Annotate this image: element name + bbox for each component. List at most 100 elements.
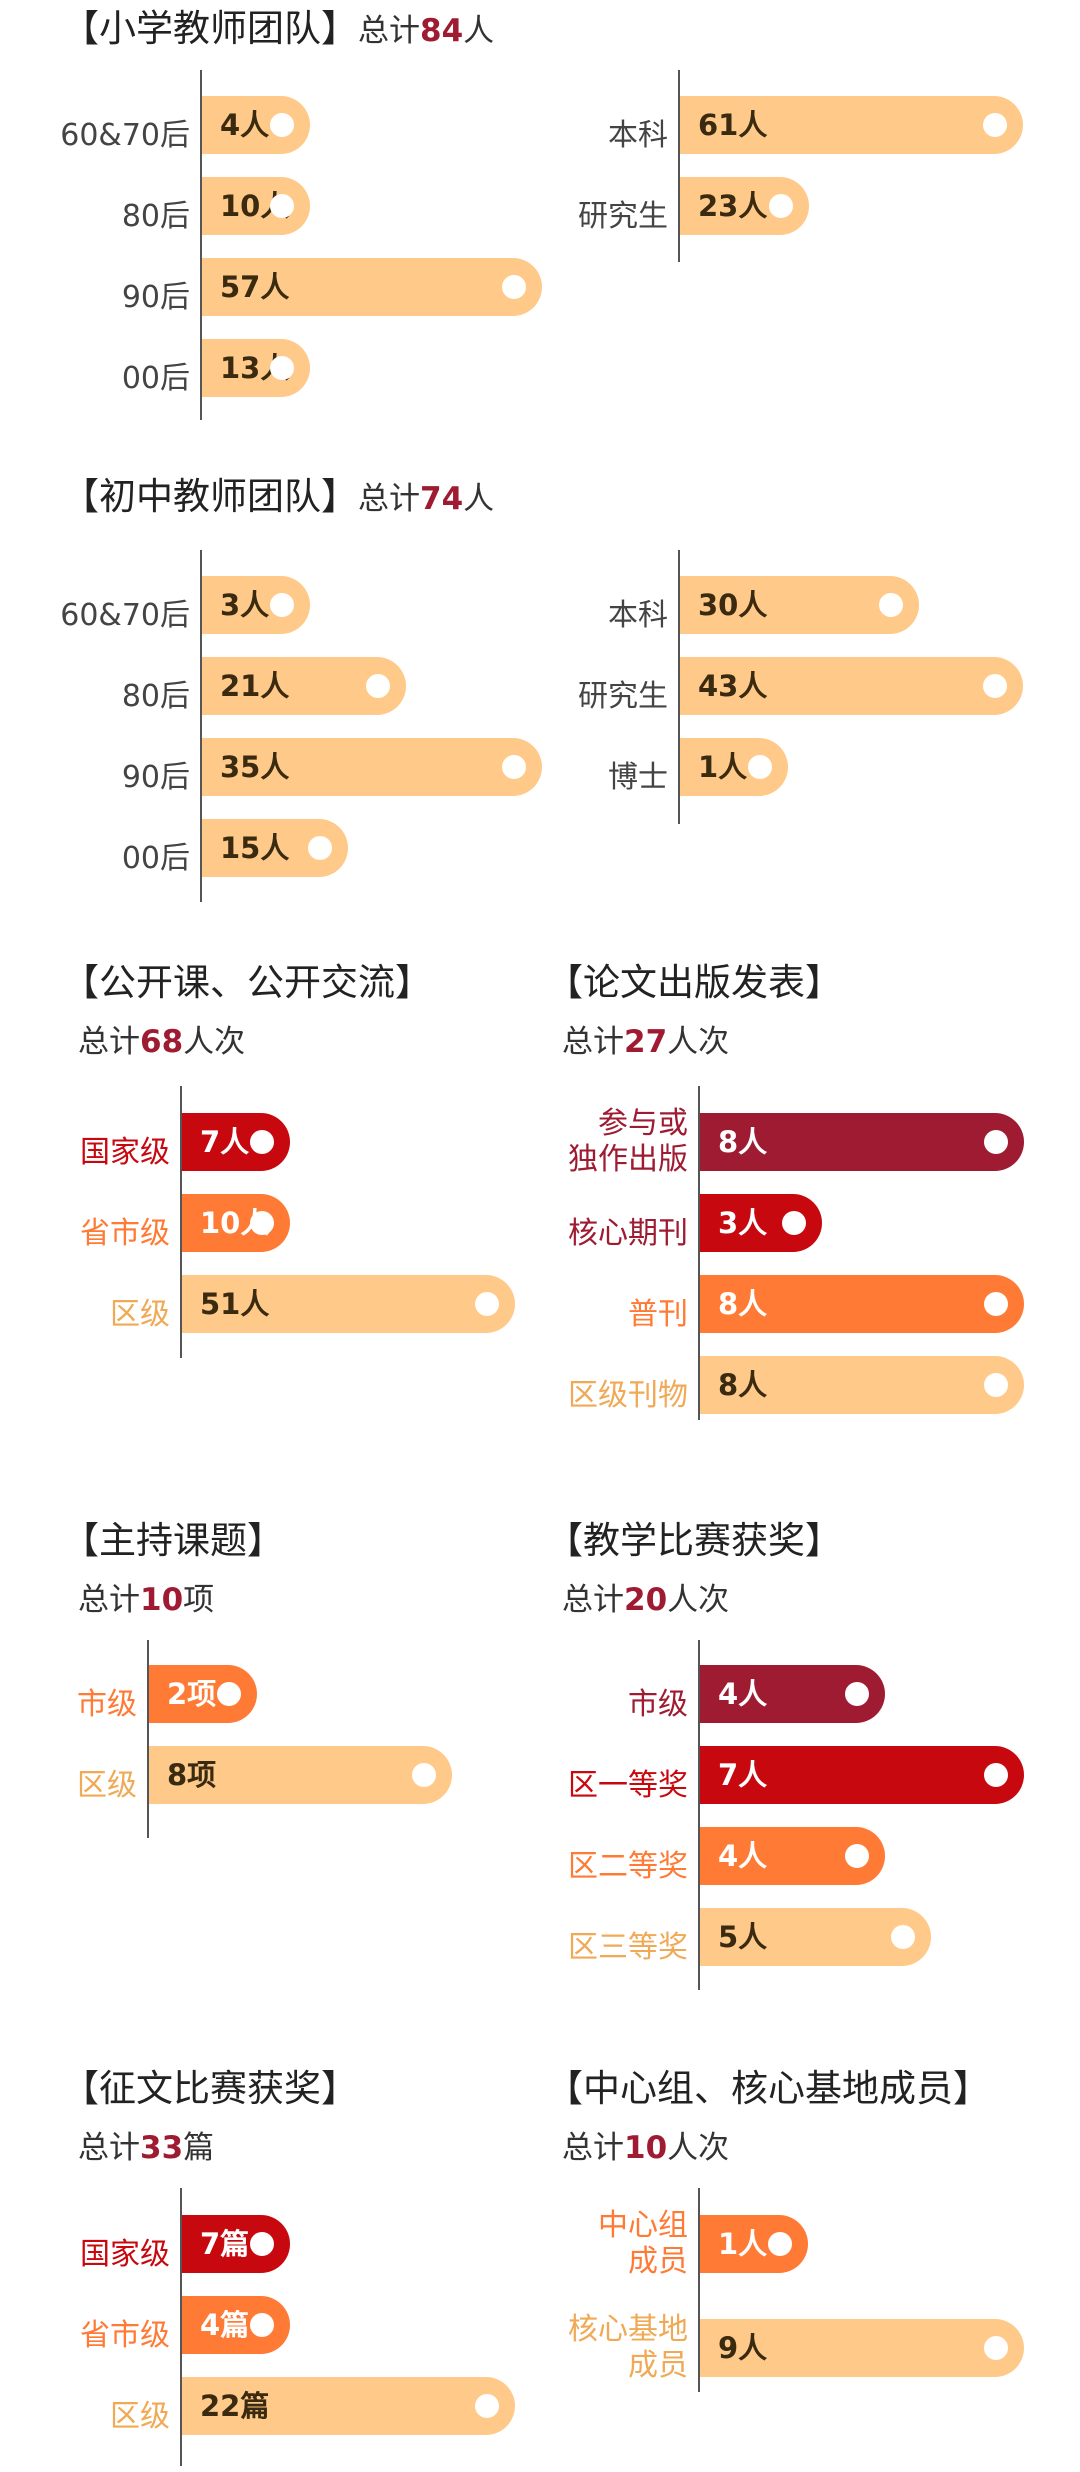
middle-age-value-label: 35人 <box>220 750 290 784</box>
bar-end-dot <box>475 2394 499 2418</box>
bar-end-dot <box>879 593 904 617</box>
primary-age-label: 80后 <box>121 199 190 234</box>
teaching-awards-label: 市级 <box>628 1687 688 1722</box>
middle-edu-bar: 1人 <box>680 738 788 796</box>
projects-value-label: 8项 <box>167 1758 217 1792</box>
primary-edu-value-label: 61人 <box>698 108 768 142</box>
bar-end-dot <box>250 1130 274 1154</box>
teaching-awards-label: 区三等奖 <box>568 1930 688 1965</box>
bar-end-dot <box>781 1211 806 1235</box>
teaching-awards-axis <box>698 1640 700 1990</box>
middle-edu-value-label: 30人 <box>698 588 768 622</box>
primary-age-value-label: 57人 <box>220 270 290 304</box>
projects-bar: 2项 <box>149 1665 257 1723</box>
primary-edu-label: 本科 <box>608 118 668 153</box>
bar-end-dot <box>270 113 294 137</box>
bar-end-dot <box>270 356 294 380</box>
papers-label: 核心期刊 <box>568 1216 688 1251</box>
bar-end-dot <box>984 1763 1008 1787</box>
primary-age-axis <box>200 70 202 420</box>
bar-end-dot <box>845 1844 870 1868</box>
papers-label: 参与或 独作出版 <box>568 1106 688 1177</box>
teaching-awards-bar: 7人 <box>700 1746 1024 1804</box>
bar-end-dot <box>891 1925 916 1949</box>
middle-edu-value-label: 43人 <box>698 669 768 703</box>
bar-end-dot <box>984 1130 1008 1154</box>
papers-title: 【论文出版发表】 <box>546 961 842 1004</box>
essay-awards-value-label: 22篇 <box>200 2389 270 2423</box>
bar-end-dot <box>250 2313 274 2337</box>
essay-awards-bar: 7篇 <box>182 2215 290 2273</box>
papers-label: 普刊 <box>628 1297 688 1332</box>
teaching-awards-total: 总计20人次 <box>562 1582 730 1618</box>
open-class-value-label: 7人 <box>200 1125 250 1159</box>
open-class-bar: 51人 <box>182 1275 515 1333</box>
essay-awards-bar: 22篇 <box>182 2377 515 2435</box>
primary-edu-bar: 61人 <box>680 96 1023 154</box>
teaching-awards-value-label: 7人 <box>718 1758 768 1792</box>
bar-end-dot <box>250 2232 274 2256</box>
bar-end-dot <box>984 1373 1008 1397</box>
papers-axis <box>698 1086 700 1420</box>
middle-edu-label: 研究生 <box>578 679 668 714</box>
middle-age-value-label: 3人 <box>220 588 270 622</box>
bar-end-dot <box>366 674 390 698</box>
middle-age-label: 00后 <box>121 841 190 876</box>
primary-age-value-label: 4人 <box>220 108 270 142</box>
primary-edu-bar: 23人 <box>680 177 810 235</box>
bar-end-dot <box>217 1682 241 1706</box>
open-class-bar: 7人 <box>182 1113 290 1171</box>
middle-edu-bar: 43人 <box>680 657 1023 715</box>
projects-axis <box>147 1640 149 1838</box>
primary-age-bar: 4人 <box>202 96 310 154</box>
center-group-bar: 1人 <box>700 2215 808 2273</box>
open-class-value-label: 51人 <box>200 1287 270 1321</box>
middle-age-value-label: 15人 <box>220 831 290 865</box>
center-group-label: 中心组 成员 <box>598 2208 688 2279</box>
middle-age-label: 90后 <box>121 760 190 795</box>
open-class-label: 省市级 <box>80 1216 170 1251</box>
open-class-title: 【公开课、公开交流】 <box>62 961 432 1004</box>
essay-awards-total: 总计33篇 <box>78 2130 215 2166</box>
open-class-total: 总计68人次 <box>78 1024 246 1060</box>
projects-value-label: 2项 <box>167 1677 217 1711</box>
projects-label: 区级 <box>77 1768 137 1803</box>
papers-bar: 8人 <box>700 1356 1024 1414</box>
papers-value-label: 8人 <box>718 1125 768 1159</box>
projects-label: 市级 <box>77 1687 137 1722</box>
primary-edu-value-label: 23人 <box>698 189 768 223</box>
bar-end-dot <box>768 2232 792 2256</box>
bar-end-dot <box>270 194 294 218</box>
center-group-value-label: 1人 <box>718 2227 768 2261</box>
bar-end-dot <box>250 1211 274 1235</box>
middle-age-bar: 15人 <box>202 819 348 877</box>
teaching-awards-bar: 4人 <box>700 1827 886 1885</box>
center-group-total: 总计10人次 <box>562 2130 730 2166</box>
primary-age-label: 00后 <box>121 361 190 396</box>
primary-age-bar: 10人 <box>202 177 310 235</box>
bar-end-dot <box>412 1763 436 1787</box>
center-group-bar: 9人 <box>700 2319 1024 2377</box>
bar-end-dot <box>502 275 526 299</box>
essay-awards-value-label: 7篇 <box>200 2227 250 2261</box>
essay-awards-axis <box>180 2188 182 2466</box>
essay-awards-bar: 4篇 <box>182 2296 290 2354</box>
bar-end-dot <box>983 674 1007 698</box>
projects-total: 总计10项 <box>78 1582 215 1618</box>
middle-age-bar: 3人 <box>202 576 310 634</box>
bar-end-dot <box>502 755 526 779</box>
center-group-label: 核心基地 成员 <box>568 2312 688 2383</box>
teaching-awards-value-label: 4人 <box>718 1677 768 1711</box>
middle-edu-axis <box>678 550 680 824</box>
bar-end-dot <box>307 836 332 860</box>
papers-total: 总计27人次 <box>562 1024 730 1060</box>
primary-team-title: 【小学教师团队】总计84人 <box>62 7 495 50</box>
papers-value-label: 8人 <box>718 1368 768 1402</box>
open-class-axis <box>180 1086 182 1358</box>
essay-awards-label: 国家级 <box>80 2237 170 2272</box>
center-group-value-label: 9人 <box>718 2331 768 2365</box>
teaching-awards-title: 【教学比赛获奖】 <box>546 1519 842 1562</box>
papers-bar: 3人 <box>700 1194 822 1252</box>
bar-end-dot <box>845 1682 870 1706</box>
middle-edu-label: 本科 <box>608 598 668 633</box>
